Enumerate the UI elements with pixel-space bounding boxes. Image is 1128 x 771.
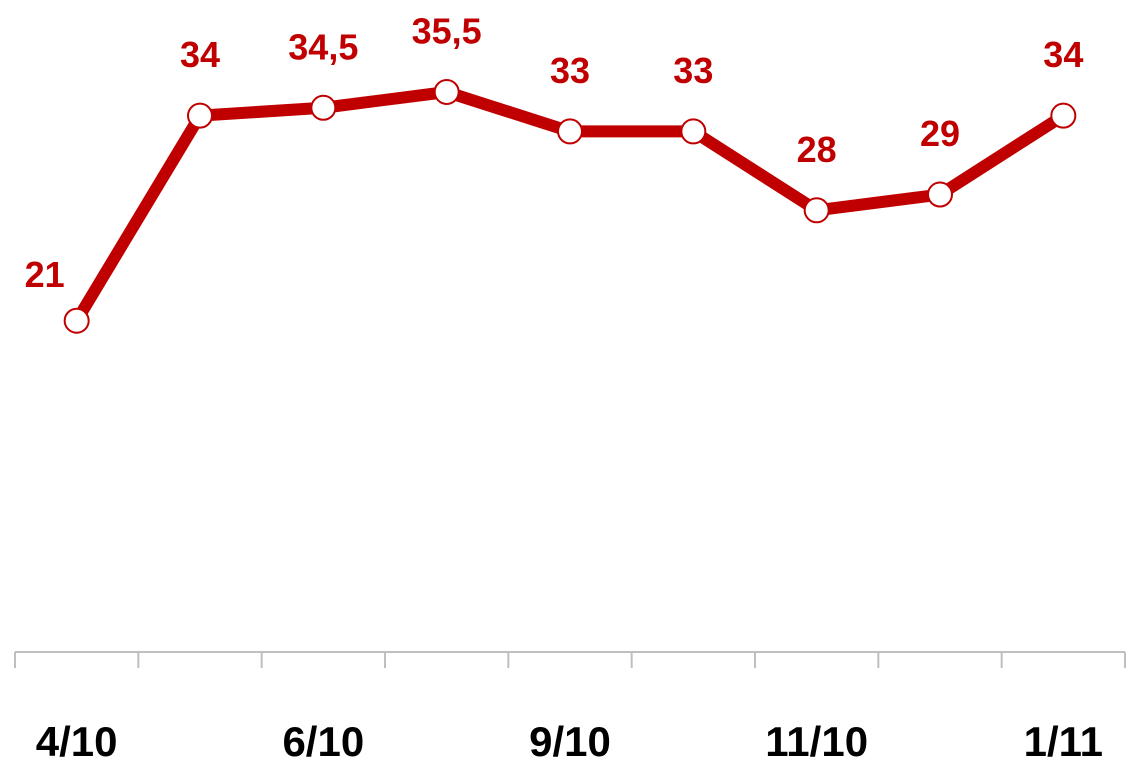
data-label: 33 [673, 50, 713, 91]
point [187, 102, 213, 129]
point [63, 307, 90, 334]
data-label: 34,5 [288, 26, 358, 67]
x-tick-label: 4/10 [36, 718, 118, 765]
data-label: 34 [180, 34, 220, 75]
point [927, 181, 953, 208]
data-label: 35,5 [412, 11, 482, 52]
data-label: 34 [1043, 34, 1083, 75]
data-label: 21 [25, 254, 65, 295]
point [433, 78, 460, 105]
x-tick-label: 1/11 [1024, 718, 1103, 765]
x-tick-label: 11/10 [765, 718, 868, 765]
point [557, 118, 583, 145]
data-label: 29 [920, 113, 960, 154]
x-tick-label: 9/10 [529, 718, 611, 765]
point [310, 94, 337, 121]
data-label: 33 [550, 50, 590, 91]
point [803, 197, 830, 224]
x-tick-label: 6/10 [282, 718, 364, 765]
point [1050, 102, 1077, 129]
point [680, 118, 707, 145]
data-label: 28 [797, 129, 837, 170]
